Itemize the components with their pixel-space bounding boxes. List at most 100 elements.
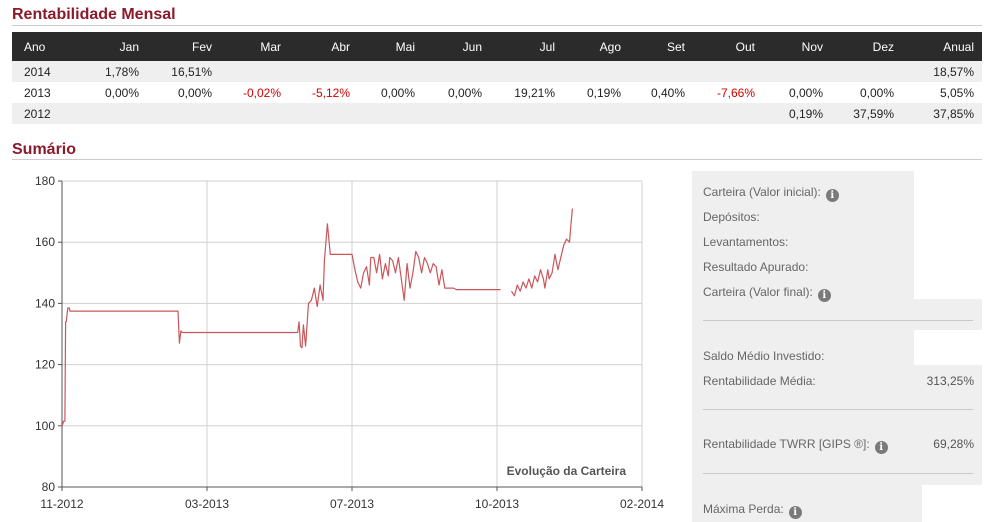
- value-cell-blank: [914, 330, 982, 365]
- column-header: Jun: [423, 32, 490, 61]
- x-tick-label: 02-2014: [620, 497, 664, 511]
- column-header: Mar: [220, 32, 289, 61]
- column-header: Nov: [763, 32, 831, 61]
- return-cell: 0,00%: [447, 85, 482, 100]
- column-header: Ano: [12, 32, 74, 61]
- chart-title: Evolução da Carteira: [507, 464, 627, 478]
- x-tick-label: 07-2013: [330, 497, 374, 511]
- summary-label-resultado: Resultado Apurado:: [703, 260, 809, 274]
- x-tick-label: 10-2013: [475, 497, 519, 511]
- return-cell: 0,00%: [788, 85, 823, 100]
- return-cell: [629, 103, 693, 124]
- monthly-returns-title: Rentabilidade Mensal: [12, 6, 176, 23]
- column-header: Set: [629, 32, 693, 61]
- y-tick-label: 120: [35, 358, 55, 372]
- y-tick-label: 180: [35, 174, 55, 188]
- return-cell: [763, 61, 831, 82]
- x-axis-tick-labels: 11-2012 03-2013 07-2013 10-2013 02-2014: [40, 497, 664, 511]
- return-cell: -5,12%: [311, 85, 350, 100]
- return-cell: 18,57%: [902, 61, 982, 82]
- summary-row-carteira-inicial: Carteira (Valor inicial): i: [703, 185, 839, 202]
- return-cell: [74, 103, 147, 124]
- summary-value-rent-twrr: 69,28%: [933, 437, 974, 451]
- return-cell: 0,00%: [104, 85, 139, 100]
- return-cell: 0,00%: [177, 85, 212, 100]
- value-cell-blank: [922, 485, 982, 522]
- info-icon[interactable]: i: [874, 441, 888, 454]
- return-cell: [831, 61, 902, 82]
- return-cell: [693, 61, 763, 82]
- return-cell: 0,00%: [380, 85, 415, 100]
- summary-label-levantamentos: Levantamentos:: [703, 235, 789, 249]
- return-cell: 19,21%: [514, 85, 555, 100]
- column-header: Jan: [74, 32, 147, 61]
- return-cell: [490, 61, 563, 82]
- return-cell: [358, 103, 423, 124]
- return-cell: 0,40%: [650, 85, 685, 100]
- return-cell: 37,85%: [902, 103, 982, 124]
- return-cell: [629, 61, 693, 82]
- summary-divider: [703, 473, 973, 474]
- return-cell: [563, 103, 629, 124]
- return-cell: [220, 61, 289, 82]
- summary-row-carteira-final: Carteira (Valor final): i: [703, 285, 831, 302]
- title-divider: [12, 25, 982, 26]
- summary-label-depositos: Depósitos:: [703, 210, 760, 224]
- return-cell: 0,19%: [586, 85, 621, 100]
- table-header-row: Ano Jan Fev Mar Abr Mai Jun Jul Ago Set Out Nov Dez A…: [12, 32, 982, 61]
- x-tick-label: 03-2013: [185, 497, 229, 511]
- summary-value-rent-media: 313,25%: [926, 374, 974, 388]
- summary-label-rent-media: Rentabilidade Média:: [703, 374, 816, 388]
- series-line: [61, 223, 501, 427]
- title-divider: [12, 159, 982, 160]
- series-line: [510, 208, 573, 297]
- summary-divider: [703, 409, 973, 410]
- summary-label: Máxima Perda:: [703, 502, 784, 516]
- y-tick-label: 140: [35, 296, 55, 310]
- year-cell: 2014: [12, 61, 74, 82]
- summary-row-maxima-perda: Máxima Perda: i: [703, 502, 802, 519]
- return-cell: 5,05%: [939, 85, 974, 100]
- column-header: Fev: [147, 32, 220, 61]
- return-cell: 0,00%: [859, 85, 894, 100]
- y-tick-label: 100: [35, 419, 55, 433]
- return-cell: [289, 61, 358, 82]
- column-header: Abr: [289, 32, 358, 61]
- value-cell-blank: [914, 171, 982, 299]
- summary-label: Carteira (Valor inicial):: [703, 185, 821, 199]
- table-row: 2014 1,78% 16,51% 18,57%: [12, 61, 982, 82]
- summary-label: Rentabilidade TWRR [GIPS ®]:: [703, 437, 870, 451]
- return-cell: 1,78%: [74, 61, 147, 82]
- return-cell: [423, 61, 490, 82]
- return-cell: 37,59%: [831, 103, 902, 124]
- column-header: Mai: [358, 32, 423, 61]
- chart-series: [61, 208, 573, 427]
- chart-axes: [58, 180, 643, 491]
- chart-grid: [61, 180, 643, 488]
- return-cell: [147, 103, 220, 124]
- return-cell: [220, 103, 289, 124]
- info-icon[interactable]: i: [788, 506, 802, 519]
- return-cell: [423, 103, 490, 124]
- summary-label-saldo-medio: Saldo Médio Investido:: [703, 349, 825, 363]
- summary-title: Sumário: [12, 141, 77, 158]
- table-row: 2012 0,19% 37,59% 37,85%: [12, 103, 982, 124]
- info-icon[interactable]: i: [817, 289, 831, 302]
- return-cell: [358, 61, 423, 82]
- column-header: Jul: [490, 32, 563, 61]
- year-cell: 2012: [12, 103, 74, 124]
- return-cell: [289, 103, 358, 124]
- return-cell: [563, 61, 629, 82]
- column-header: Ago: [563, 32, 629, 61]
- return-cell: -0,02%: [242, 85, 281, 100]
- summary-divider: [703, 320, 973, 321]
- column-header: Anual: [902, 32, 982, 61]
- year-cell: 2013: [24, 85, 51, 100]
- summary-row-rent-twrr: Rentabilidade TWRR [GIPS ®]: i: [703, 437, 888, 454]
- table-row: 2013 0,00% 0,00% -0,02% -5,12% 0,00% 0,00% 19,2…: [12, 82, 982, 103]
- return-cell: 16,51%: [147, 61, 220, 82]
- info-icon[interactable]: i: [825, 189, 839, 202]
- y-tick-label: 80: [42, 480, 56, 494]
- summary-panel: Carteira (Valor inicial): i Depósitos: Le…: [692, 171, 982, 522]
- y-axis-tick-labels: 80 100 120 140 160 180: [35, 174, 55, 494]
